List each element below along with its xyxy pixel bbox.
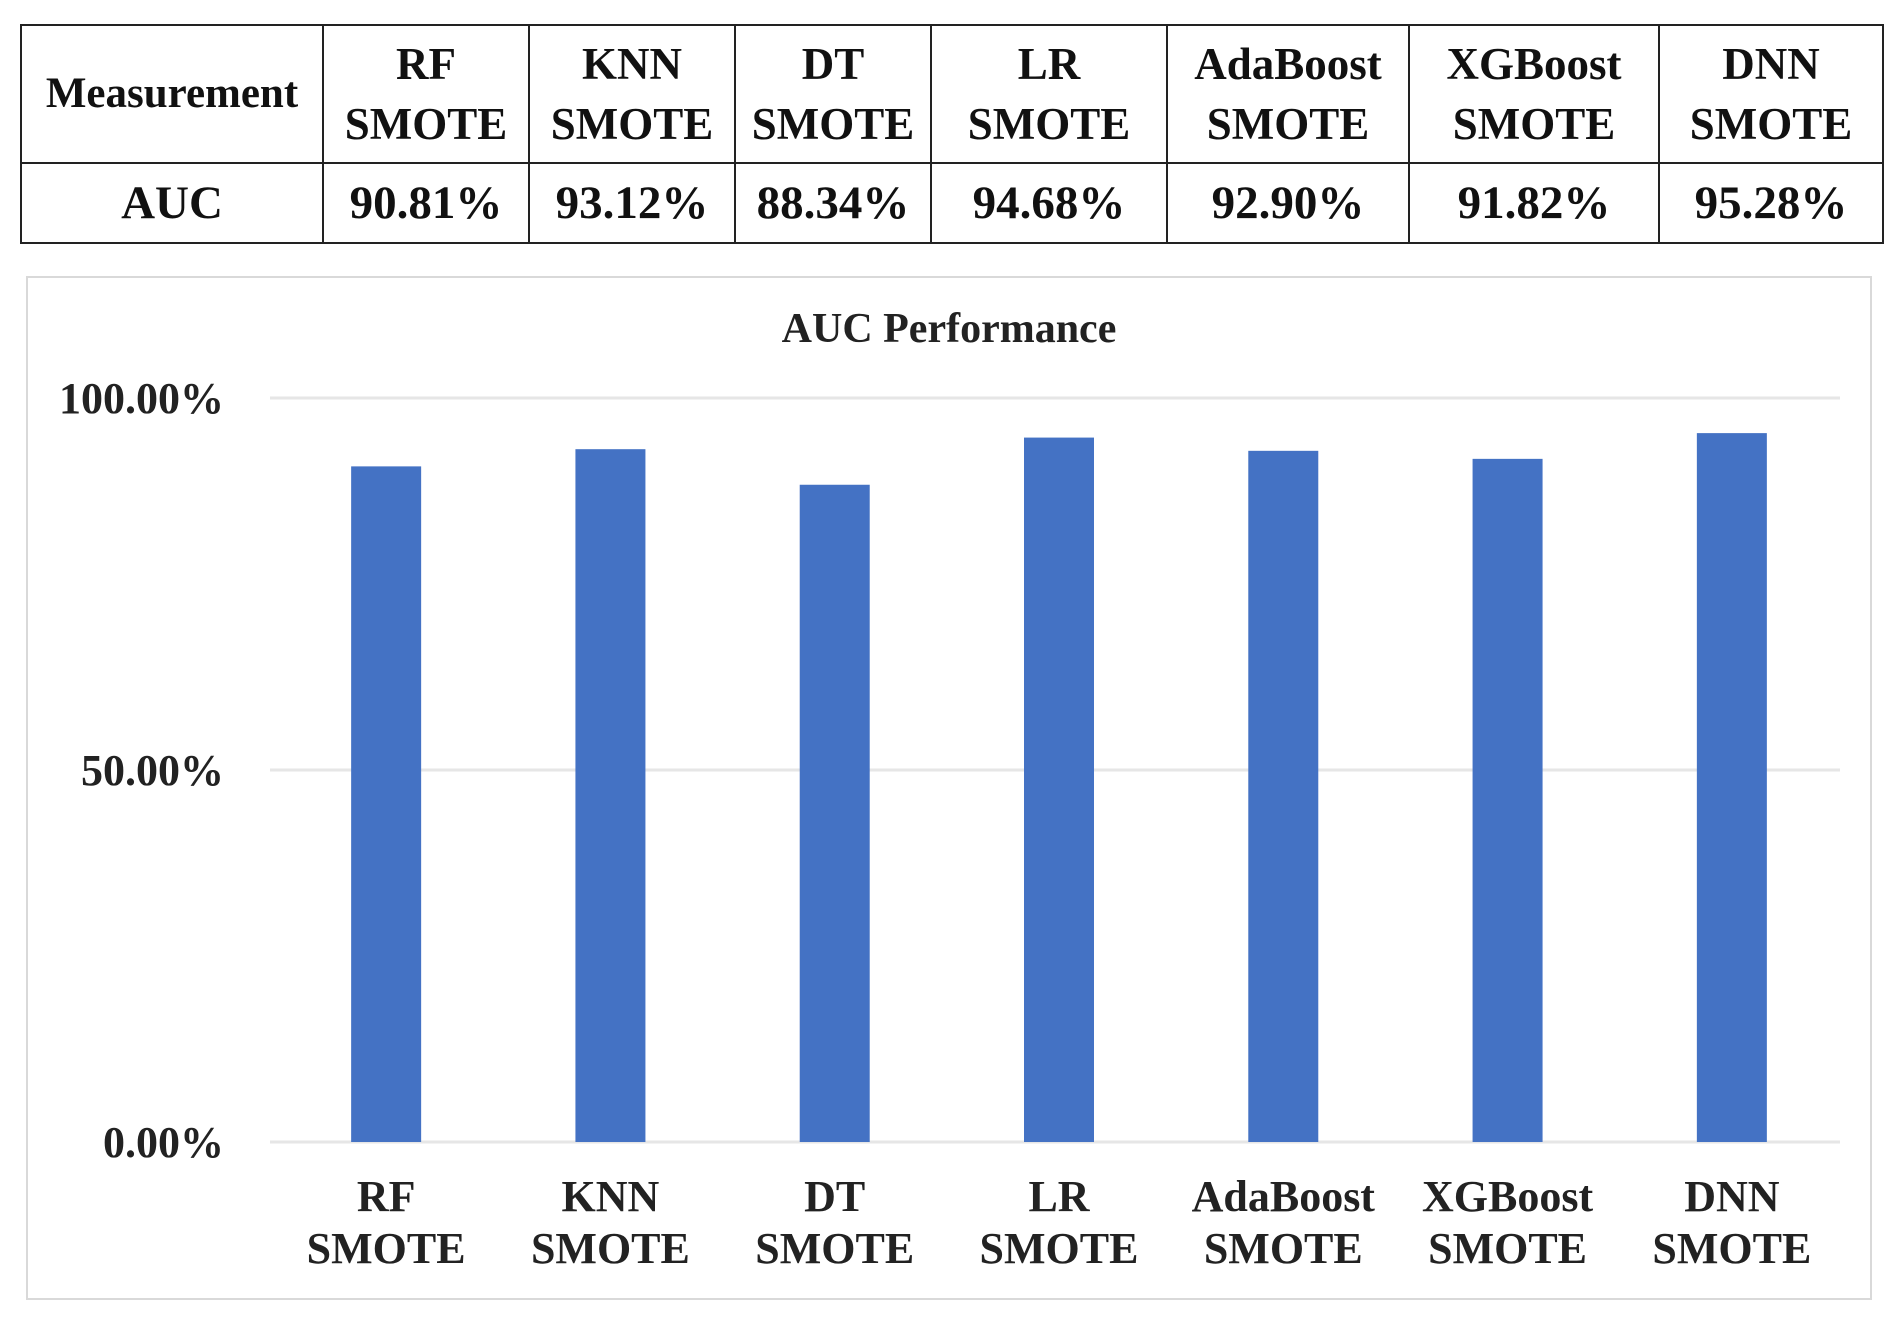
bar [1248, 450, 1319, 1143]
table-header-xgboost: XGBoost SMOTE [1408, 24, 1660, 164]
table-header-dnn: DNN SMOTE [1658, 24, 1884, 164]
bar [1024, 437, 1094, 1142]
x-tick-label: DNN SMOTE [1652, 1172, 1811, 1273]
chart-title: AUC Performance [782, 306, 1117, 352]
header-line1: XGBoost [1446, 39, 1622, 89]
x-tick-label: DT SMOTE [755, 1172, 914, 1273]
header-line2: SMOTE [1206, 99, 1370, 149]
header-line2: SMOTE [1452, 99, 1616, 149]
bars [351, 433, 1767, 1143]
y-tick-label: 50.00% [81, 746, 224, 795]
bar [351, 466, 422, 1142]
x-tick-label: XGBoost SMOTE [1422, 1172, 1593, 1273]
x-axis-labels: RF SMOTE KNN SMOTE DT SMOTE LR SMOTE AdaBoost SMO… [307, 1172, 1812, 1273]
table-cell: 90.81% [322, 162, 530, 244]
table-row-label: AUC [20, 162, 324, 244]
table-header-row: Measurement RF SMOTE KNN SMOTE DT SMOTE LR S… [20, 24, 1884, 164]
y-axis-ticks: 0.00% 50.00% 100.00% [59, 374, 224, 1167]
table-row: AUC 90.81% 93.12% 88.34% 94.68% 92.90% 9… [20, 162, 1884, 244]
header-line2: SMOTE [1689, 99, 1853, 149]
x-tick-label: LR SMOTE [980, 1172, 1139, 1273]
header-line2: SMOTE [967, 99, 1131, 149]
x-tick-label: KNN SMOTE [531, 1172, 690, 1273]
chart-area: AUC Performance 0.00% 50.00% 100.00% RF SMO… [26, 276, 1872, 1300]
header-line1: DNN [1722, 39, 1820, 89]
header-line1: DT [801, 39, 865, 89]
bar [575, 449, 646, 1142]
table-header-lr: LR SMOTE [930, 24, 1168, 164]
y-tick-label: 0.00% [103, 1118, 224, 1167]
header-line1: AdaBoost [1194, 39, 1382, 89]
header-line2: SMOTE [344, 99, 508, 149]
header-line2: SMOTE [751, 99, 915, 149]
table-cell: 95.28% [1658, 162, 1884, 244]
table-header-rf: RF SMOTE [322, 24, 530, 164]
bar [1696, 433, 1767, 1142]
bar [1472, 458, 1543, 1142]
header-line1: KNN [582, 39, 682, 89]
x-tick-label: RF SMOTE [307, 1172, 466, 1273]
bar-chart: AUC Performance 0.00% 50.00% 100.00% RF SMO… [59, 306, 1840, 1273]
table-cell: 94.68% [930, 162, 1168, 244]
header-line1: RF [396, 39, 456, 89]
table-header-measurement: Measurement [20, 24, 324, 164]
x-tick-label: AdaBoost SMOTE [1192, 1172, 1376, 1273]
table-cell: 92.90% [1166, 162, 1410, 244]
table-header-dt: DT SMOTE [734, 24, 932, 164]
table-cell: 88.34% [734, 162, 932, 244]
table-header-adaboost: AdaBoost SMOTE [1166, 24, 1410, 164]
bar [799, 484, 870, 1143]
header-line2: SMOTE [550, 99, 714, 149]
table-header-knn: KNN SMOTE [528, 24, 736, 164]
table-cell: 93.12% [528, 162, 736, 244]
y-tick-label: 100.00% [59, 374, 224, 423]
auc-table: Measurement RF SMOTE KNN SMOTE DT SMOTE LR S… [20, 24, 1884, 244]
header-line1: LR [1017, 39, 1081, 89]
table-cell: 91.82% [1408, 162, 1660, 244]
